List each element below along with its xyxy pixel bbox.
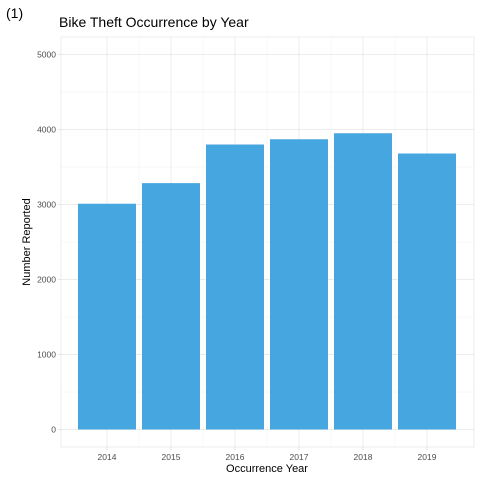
y-tick-label: 1000 <box>37 350 56 360</box>
y-tick-label: 4000 <box>37 125 56 135</box>
x-tick-label: 2017 <box>290 452 309 462</box>
y-tick-label: 2000 <box>37 275 56 285</box>
y-axis-title: Number Reported <box>21 198 33 285</box>
plot-panel <box>60 36 475 448</box>
chart-title: Bike Theft Occurrence by Year <box>59 14 249 30</box>
bar-2018 <box>334 133 392 430</box>
figure-tag: (1) <box>6 5 23 21</box>
x-axis-title: Occurrence Year <box>226 463 308 475</box>
x-tick-label: 2015 <box>162 452 181 462</box>
bars <box>78 133 456 430</box>
bar-2019 <box>398 153 456 430</box>
x-tick-label: 2019 <box>418 452 437 462</box>
y-axis-ticks: 0 1000 2000 3000 4000 5000 <box>37 50 61 435</box>
x-tick-label: 2018 <box>354 452 373 462</box>
y-tick-label: 5000 <box>37 50 56 60</box>
bar-2017 <box>270 139 328 430</box>
bar-2015 <box>142 183 200 430</box>
y-tick-label: 3000 <box>37 200 56 210</box>
x-axis-ticks: 2014 2015 2016 2017 2018 2019 <box>98 447 437 462</box>
x-tick-label: 2014 <box>98 452 117 462</box>
bar-2014 <box>78 203 136 430</box>
x-tick-label: 2016 <box>226 452 245 462</box>
bar-2016 <box>206 144 264 430</box>
y-tick-label: 0 <box>51 425 56 435</box>
